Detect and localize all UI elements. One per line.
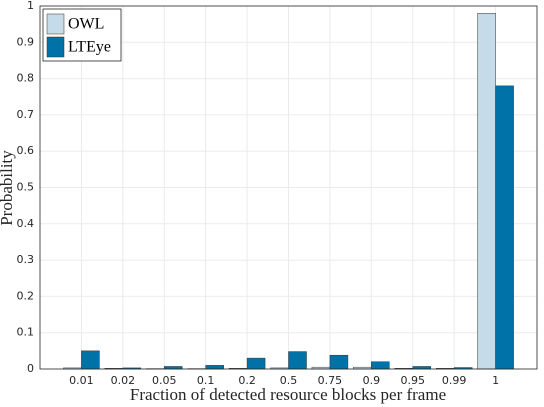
y-tick-label: 0.1 <box>17 326 35 339</box>
bar <box>371 361 390 370</box>
x-tick-label: 0.05 <box>152 374 177 387</box>
y-tick-label: 0.9 <box>17 35 35 48</box>
plot-frame <box>39 5 538 370</box>
y-tick-label: 0.3 <box>17 253 35 266</box>
y-tick-label: 0.2 <box>17 289 35 302</box>
bar <box>205 365 224 370</box>
x-axis-label: Fraction of detected resource blocks per… <box>130 385 446 404</box>
x-tick-label: 0.95 <box>401 374 426 387</box>
x-tick-label: 0.1 <box>197 374 215 387</box>
x-tick-label: 0.02 <box>111 374 136 387</box>
legend-swatch <box>46 36 65 58</box>
x-tick-label: 1 <box>492 374 499 387</box>
bar <box>246 357 266 370</box>
bar <box>329 354 349 370</box>
legend-label: OWL <box>68 16 104 33</box>
legend-label: LTEye <box>68 39 111 56</box>
x-tick-label: 0.2 <box>238 374 256 387</box>
y-tick-label: 0.7 <box>17 108 35 121</box>
y-tick-label: 0 <box>27 362 34 375</box>
x-tick-label: 0.99 <box>442 374 467 387</box>
y-tick-label: 0.8 <box>17 72 35 85</box>
y-tick-label: 0.5 <box>17 181 35 194</box>
y-axis-label: Probability <box>0 150 16 226</box>
y-tick-label: 0.4 <box>17 217 35 230</box>
legend-swatch <box>46 13 65 35</box>
bar <box>495 85 514 370</box>
x-tick-label: 0.01 <box>69 374 94 387</box>
x-tick-label: 0.5 <box>280 374 298 387</box>
bar <box>288 351 307 370</box>
bar <box>81 350 100 370</box>
y-tick-label: 1 <box>27 0 34 12</box>
y-tick-label: 0.6 <box>17 144 35 157</box>
x-tick-label: 0.75 <box>318 374 343 387</box>
x-tick-label: 0.9 <box>363 374 381 387</box>
bar <box>477 13 496 370</box>
